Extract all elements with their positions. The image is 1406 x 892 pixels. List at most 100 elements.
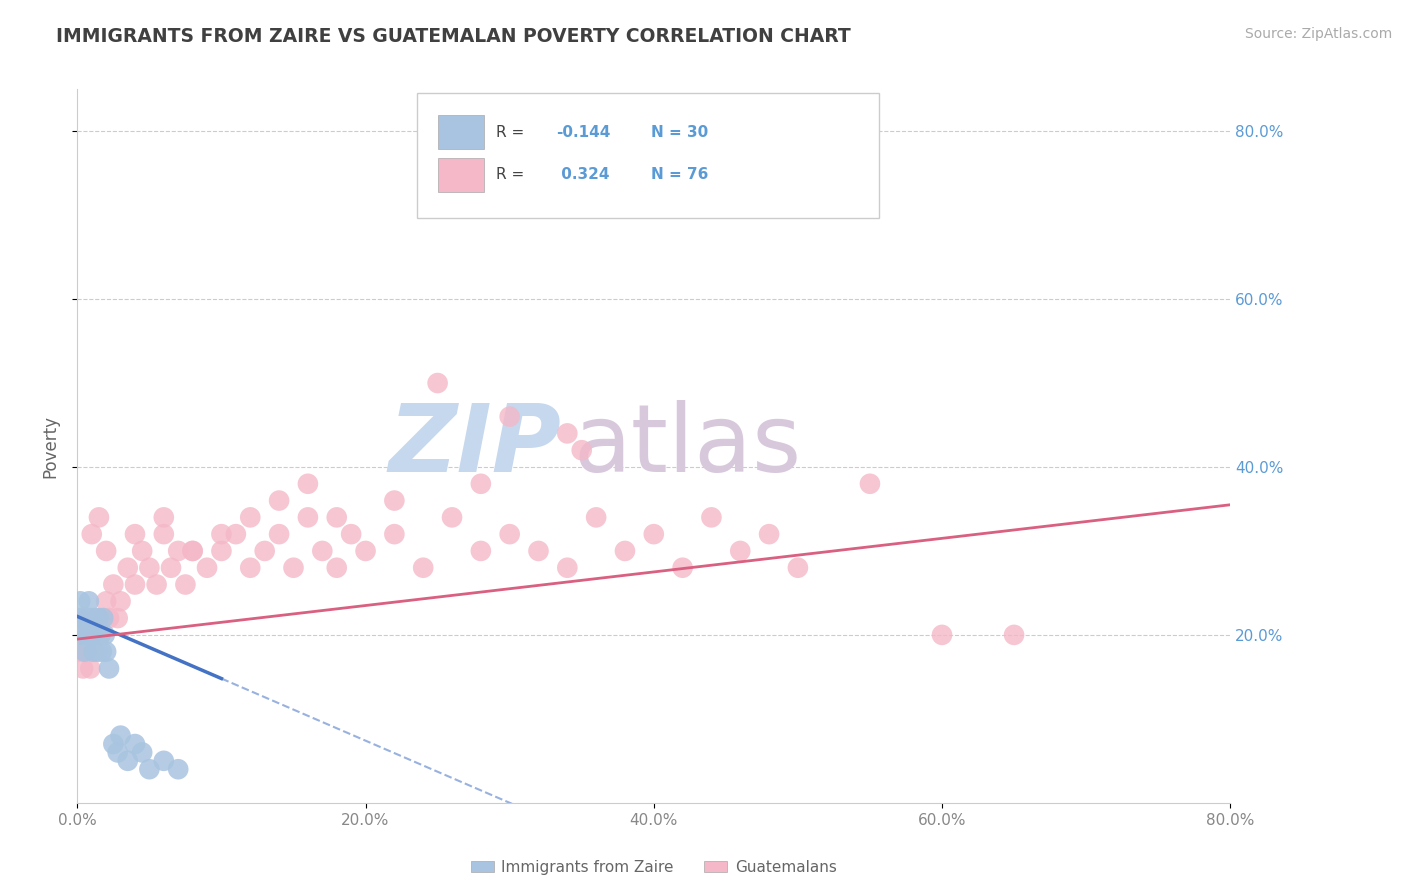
Point bbox=[91, 611, 114, 625]
Point bbox=[354, 544, 377, 558]
Point bbox=[382, 527, 406, 541]
Point bbox=[426, 376, 449, 390]
Point bbox=[239, 560, 262, 574]
Point bbox=[585, 510, 607, 524]
Point bbox=[239, 510, 262, 524]
Point bbox=[86, 645, 108, 659]
Text: R =: R = bbox=[496, 125, 529, 139]
Point bbox=[91, 611, 114, 625]
Point bbox=[174, 577, 197, 591]
Point bbox=[107, 746, 129, 760]
Point bbox=[73, 628, 96, 642]
Point bbox=[153, 754, 176, 768]
Point bbox=[75, 645, 97, 659]
Text: Source: ZipAtlas.com: Source: ZipAtlas.com bbox=[1244, 27, 1392, 41]
Point bbox=[77, 628, 100, 642]
Point bbox=[643, 527, 665, 541]
Point bbox=[96, 544, 118, 558]
Point bbox=[96, 594, 118, 608]
Point bbox=[311, 544, 333, 558]
Point bbox=[79, 611, 101, 625]
Point bbox=[131, 544, 153, 558]
Point bbox=[72, 661, 94, 675]
Point bbox=[571, 443, 593, 458]
Point bbox=[86, 611, 108, 625]
Point bbox=[787, 560, 810, 574]
Point bbox=[80, 527, 103, 541]
Point bbox=[283, 560, 305, 574]
Point bbox=[145, 577, 167, 591]
Y-axis label: Poverty: Poverty bbox=[41, 415, 59, 477]
Text: 0.324: 0.324 bbox=[555, 168, 609, 182]
Point bbox=[124, 527, 146, 541]
Point bbox=[195, 560, 218, 574]
Point bbox=[67, 611, 90, 625]
Point bbox=[89, 628, 111, 642]
Point bbox=[1002, 628, 1025, 642]
Point bbox=[211, 527, 233, 541]
Point bbox=[103, 577, 125, 591]
Point bbox=[117, 560, 139, 574]
Point bbox=[470, 476, 492, 491]
Point bbox=[672, 560, 695, 574]
Point bbox=[269, 493, 291, 508]
Point bbox=[297, 510, 319, 524]
Point bbox=[557, 426, 579, 441]
Point bbox=[382, 493, 406, 508]
Point bbox=[253, 544, 276, 558]
FancyBboxPatch shape bbox=[439, 158, 484, 192]
Point bbox=[730, 544, 752, 558]
Point bbox=[87, 510, 110, 524]
Point bbox=[73, 645, 96, 659]
Point bbox=[89, 628, 111, 642]
Point bbox=[124, 577, 146, 591]
Point bbox=[859, 476, 882, 491]
Point bbox=[69, 611, 91, 625]
Point bbox=[69, 594, 91, 608]
Point bbox=[931, 628, 953, 642]
Point bbox=[83, 645, 105, 659]
Point bbox=[76, 628, 98, 642]
Text: N = 30: N = 30 bbox=[651, 125, 709, 139]
Text: R =: R = bbox=[496, 168, 529, 182]
Point bbox=[138, 762, 160, 776]
Point bbox=[70, 628, 93, 642]
Point bbox=[340, 527, 363, 541]
Point bbox=[124, 737, 146, 751]
Point bbox=[103, 737, 125, 751]
Point bbox=[269, 527, 291, 541]
Text: -0.144: -0.144 bbox=[555, 125, 610, 139]
Point bbox=[326, 510, 349, 524]
Point bbox=[87, 611, 110, 625]
Point bbox=[614, 544, 637, 558]
Point bbox=[76, 611, 98, 625]
Point bbox=[98, 661, 121, 675]
Point bbox=[90, 645, 112, 659]
Point bbox=[527, 544, 550, 558]
Point bbox=[98, 611, 121, 625]
Point bbox=[167, 544, 190, 558]
Point bbox=[557, 560, 579, 574]
Point bbox=[153, 510, 176, 524]
Point bbox=[93, 628, 115, 642]
Point bbox=[77, 594, 100, 608]
Point bbox=[470, 544, 492, 558]
Text: IMMIGRANTS FROM ZAIRE VS GUATEMALAN POVERTY CORRELATION CHART: IMMIGRANTS FROM ZAIRE VS GUATEMALAN POVE… bbox=[56, 27, 851, 45]
Point bbox=[153, 527, 176, 541]
Point bbox=[160, 560, 183, 574]
Point bbox=[79, 661, 101, 675]
Point bbox=[110, 594, 132, 608]
Point bbox=[499, 527, 522, 541]
Point bbox=[326, 560, 349, 574]
Point bbox=[181, 544, 204, 558]
FancyBboxPatch shape bbox=[418, 93, 879, 218]
Point bbox=[412, 560, 434, 574]
Point bbox=[117, 754, 139, 768]
Point bbox=[225, 527, 247, 541]
Legend: Immigrants from Zaire, Guatemalans: Immigrants from Zaire, Guatemalans bbox=[464, 854, 844, 880]
Point bbox=[441, 510, 464, 524]
Point bbox=[72, 611, 94, 625]
Point bbox=[499, 409, 522, 424]
Point bbox=[70, 628, 93, 642]
Point bbox=[82, 645, 104, 659]
